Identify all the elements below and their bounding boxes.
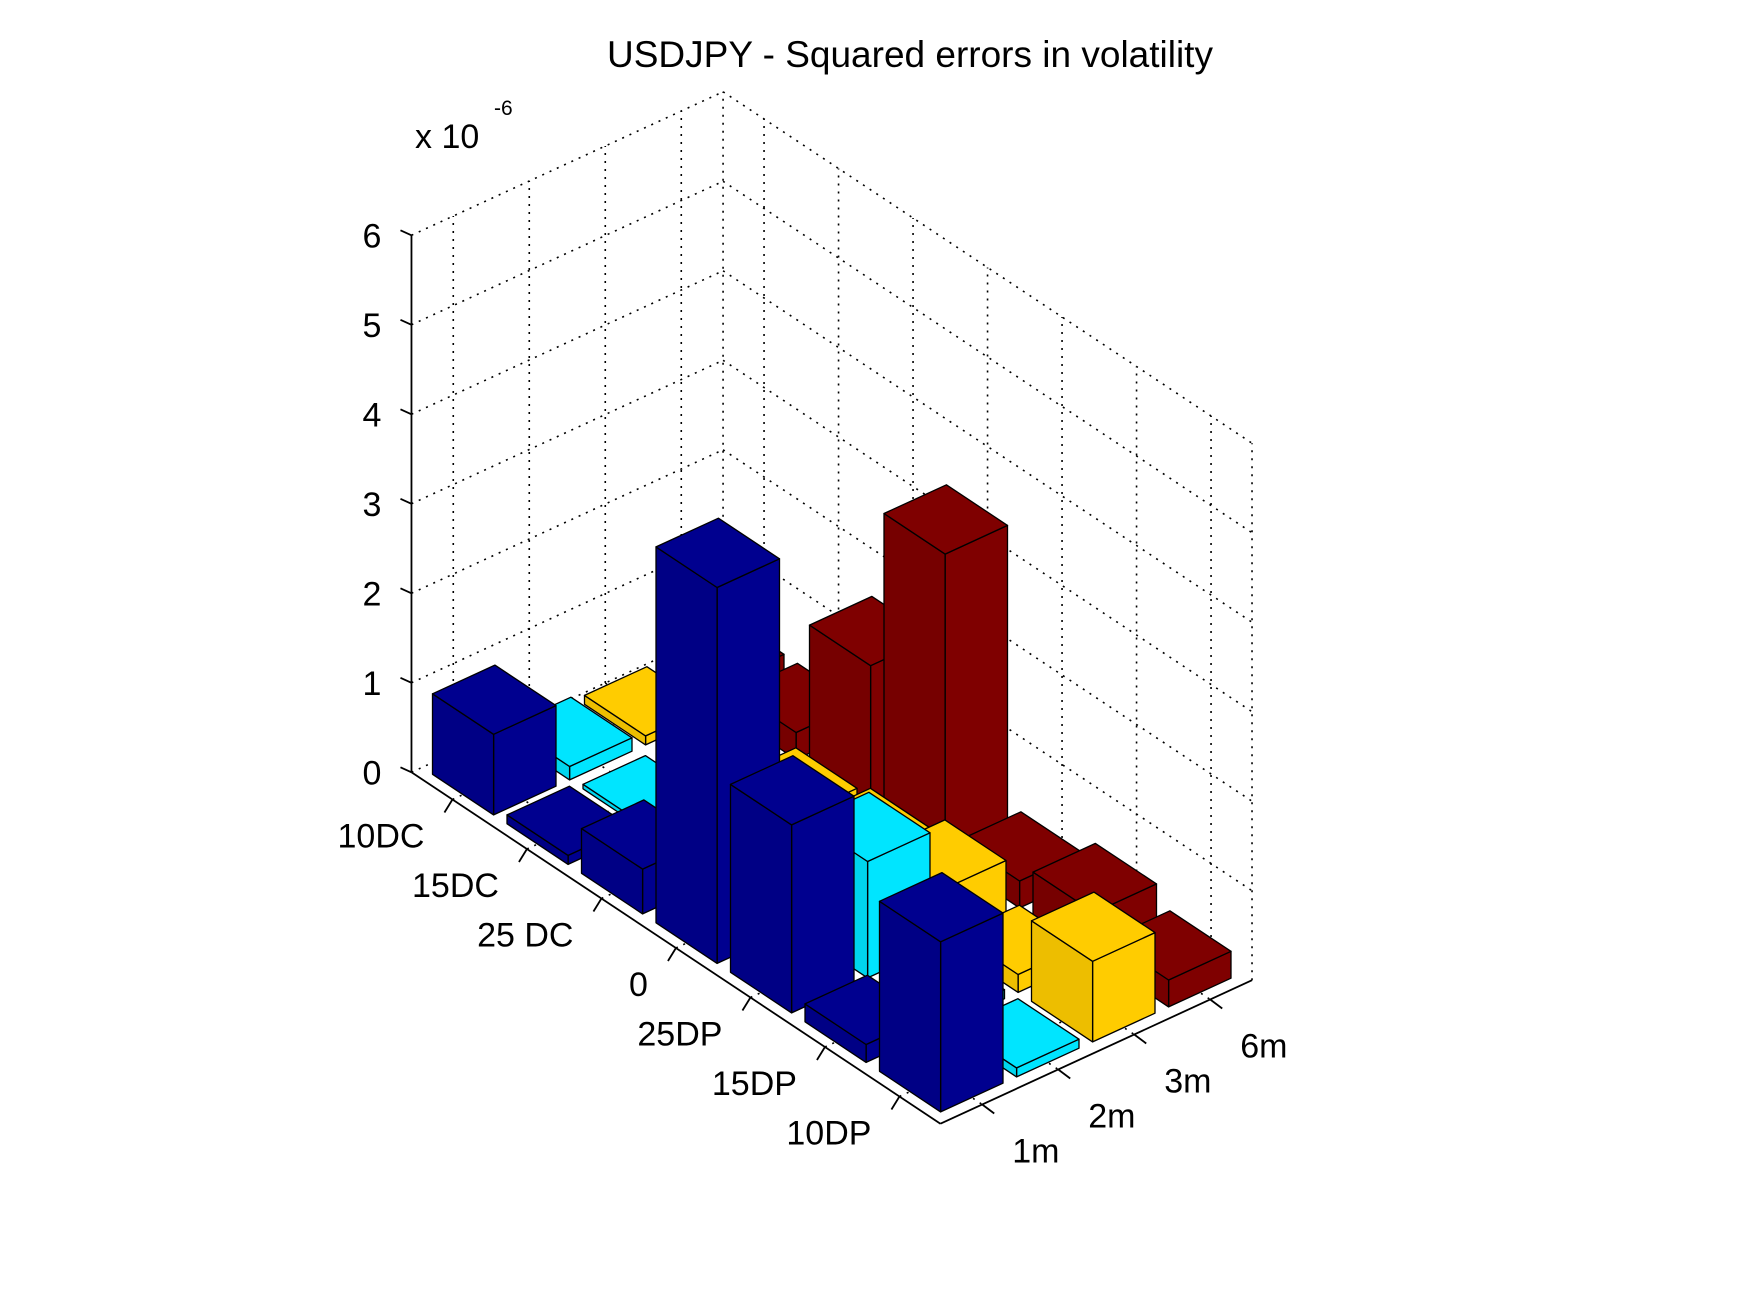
z-tick-label: 2	[363, 575, 382, 613]
bar-front-face	[944, 524, 1009, 860]
delta-tick-mark	[741, 997, 752, 1011]
bar-front-face	[790, 795, 855, 1014]
bar-top-face	[431, 664, 557, 735]
bar-top-face	[878, 871, 1004, 943]
maturity-tick-mark	[981, 1103, 995, 1115]
z-tick-mark	[400, 318, 412, 326]
delta-tick-label: 25 DC	[477, 917, 573, 955]
z-tick-label: 1	[363, 665, 382, 703]
maturity-tick-mark	[1133, 1033, 1147, 1045]
z-tick-mark	[400, 408, 412, 416]
grid-line-z-back	[411, 270, 724, 416]
bar-side-face	[655, 546, 718, 965]
z-multiplier-exponent: -6	[494, 97, 513, 120]
bar-front-face	[939, 912, 1004, 1113]
labels-layer: 0 1 2 3 4 5 6 10DC 15DC 25 DC 0 25DP 15DP 10DP 1m 2m 3m 6…	[338, 217, 1288, 1170]
z-multiplier-label: x 10	[415, 118, 479, 156]
grid-line-z-right	[722, 270, 1253, 623]
bar-1m-0	[431, 664, 557, 816]
bar-top-face	[729, 755, 855, 826]
delta-tick-mark	[816, 1046, 826, 1061]
delta-tick-label: 15DP	[712, 1065, 797, 1103]
z-tick-mark	[400, 587, 412, 595]
z-tick-label: 4	[363, 396, 382, 434]
delta-tick-label: 10DP	[786, 1115, 871, 1153]
delta-tick-mark	[890, 1096, 901, 1110]
bar-top-face	[1032, 842, 1158, 914]
maturity-tick-mark	[1209, 998, 1223, 1010]
grid-line-z-right	[722, 538, 1253, 892]
z-tick-label: 6	[363, 217, 382, 255]
delta-tick-mark	[518, 848, 528, 863]
grid-line-z-right	[722, 359, 1253, 713]
z-tick-mark	[400, 497, 412, 505]
maturity-tick-label: 2m	[1088, 1097, 1135, 1135]
bar-1m-6	[878, 871, 1004, 1113]
grid-line-z-right	[722, 91, 1253, 444]
bar-top-face	[655, 517, 781, 589]
bar-top-face	[883, 484, 1009, 555]
delta-tick-label: 25DP	[637, 1016, 722, 1054]
maturity-tick-mark	[1057, 1068, 1071, 1080]
z-tick-label: 3	[363, 486, 382, 524]
bar-1m-4	[729, 755, 855, 1014]
maturity-tick-label: 3m	[1164, 1062, 1211, 1100]
delta-tick-label: 0	[629, 966, 648, 1004]
chart-title: USDJPY - Squared errors in volatility	[607, 34, 1213, 75]
grid-line-z-right	[722, 449, 1253, 802]
maturity-tick-label: 1m	[1012, 1132, 1059, 1170]
z-tick-label: 5	[363, 307, 382, 345]
delta-tick-mark	[592, 898, 603, 912]
bar-6m-3	[883, 484, 1009, 860]
axis-layer	[400, 229, 1253, 1125]
maturity-axis-line	[940, 979, 1253, 1125]
maturity-tick-label: 6m	[1240, 1027, 1287, 1065]
delta-tick-label: 15DC	[412, 867, 499, 905]
grid-line-z-back	[411, 180, 724, 326]
delta-tick-mark	[443, 799, 454, 813]
grid-line-z-back	[411, 449, 724, 595]
delta-tick-label: 10DC	[338, 818, 425, 856]
grid-line-z-back	[411, 538, 724, 684]
z-tick-label: 0	[363, 754, 382, 792]
grid-line-z-back	[411, 359, 724, 505]
z-tick-mark	[400, 766, 412, 774]
z-tick-mark	[400, 676, 412, 684]
grid-line-z-right	[722, 180, 1253, 534]
grid-line-z-back	[411, 91, 724, 237]
bar-3m-6	[1030, 891, 1156, 1043]
delta-tick-mark	[667, 947, 677, 962]
z-tick-mark	[400, 229, 412, 237]
bars-layer	[431, 484, 1232, 1113]
bar-top-face	[1030, 891, 1156, 962]
